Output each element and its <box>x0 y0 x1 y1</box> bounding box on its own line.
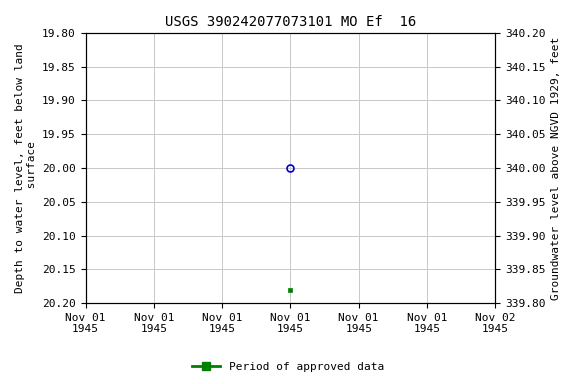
Y-axis label: Groundwater level above NGVD 1929, feet: Groundwater level above NGVD 1929, feet <box>551 36 561 300</box>
Title: USGS 390242077073101 MO Ef  16: USGS 390242077073101 MO Ef 16 <box>165 15 416 29</box>
Legend: Period of approved data: Period of approved data <box>188 358 388 377</box>
Y-axis label: Depth to water level, feet below land
 surface: Depth to water level, feet below land su… <box>15 43 37 293</box>
